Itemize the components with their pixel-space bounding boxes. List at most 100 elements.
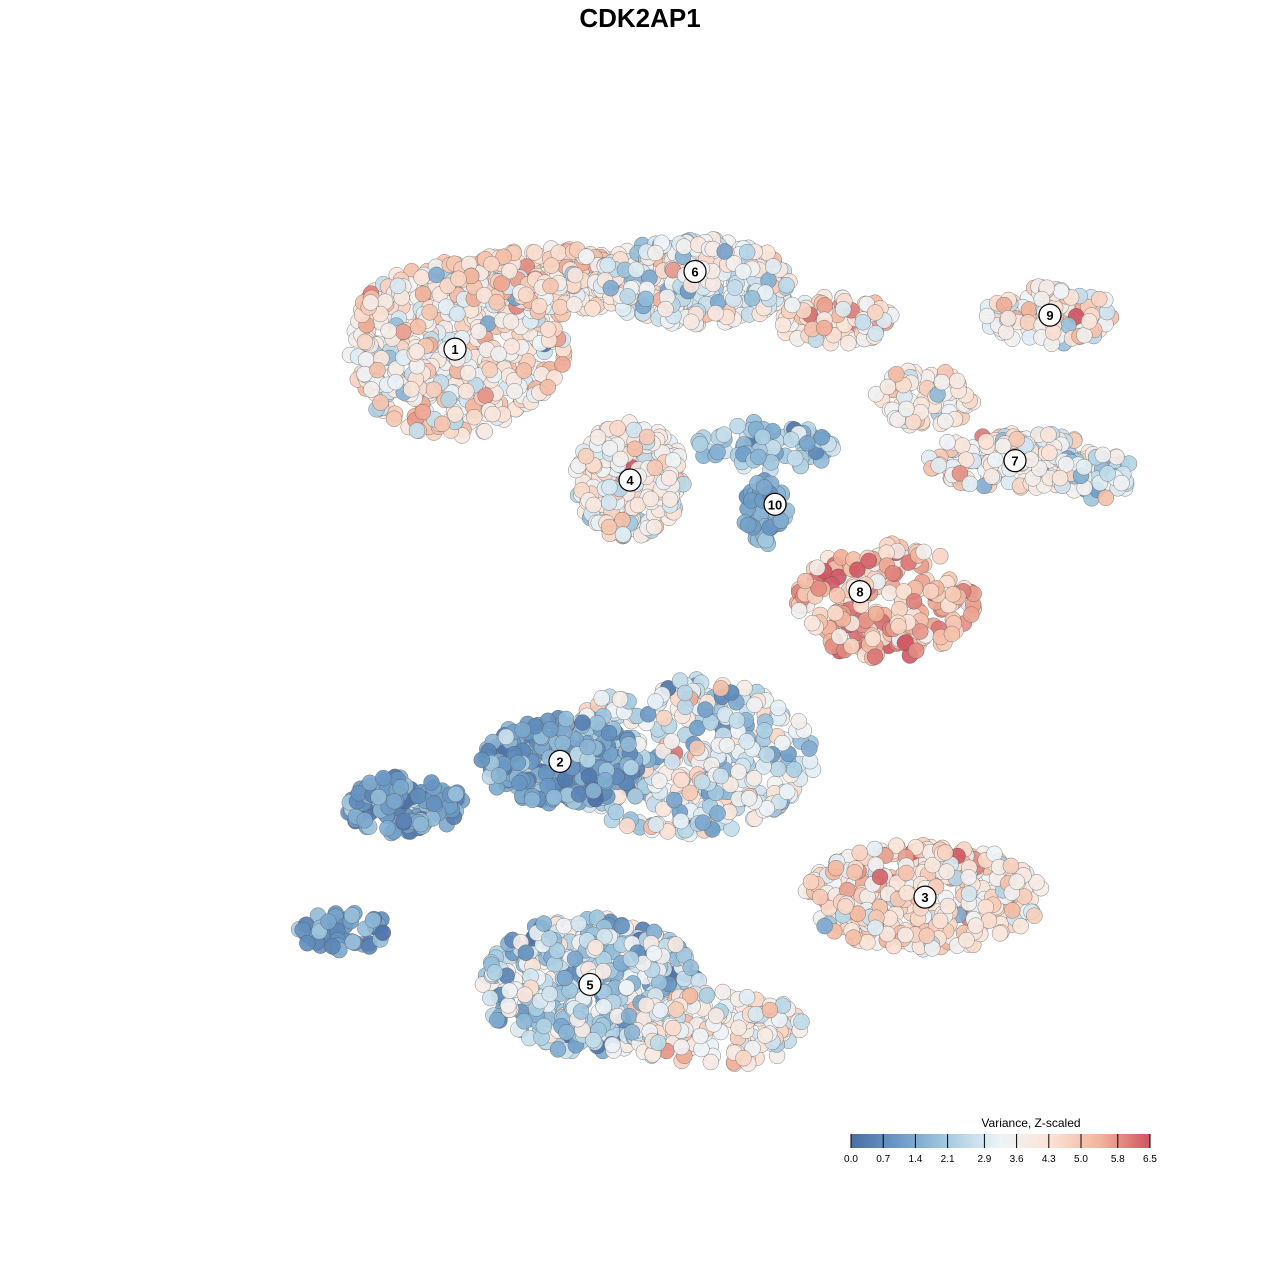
cell-point (991, 925, 1009, 942)
colorbar-tick-label: 5.8 (1111, 1154, 1125, 1165)
cell-point (693, 773, 711, 791)
cell-point (549, 1041, 567, 1058)
cell-point (574, 714, 591, 731)
cell-point (651, 772, 668, 790)
cell-point (939, 897, 957, 915)
cell-point (1019, 314, 1037, 331)
cell-point (570, 915, 588, 932)
cell-point (622, 759, 640, 776)
cell-point (936, 844, 954, 861)
cell-point (539, 379, 557, 396)
cell-point (756, 479, 773, 496)
cell-point (514, 721, 531, 739)
cell-point (369, 361, 386, 379)
cell-point (577, 447, 595, 465)
cell-point (948, 372, 966, 390)
cell-point (587, 939, 604, 956)
cell-point (691, 435, 709, 453)
cell-point (542, 277, 559, 295)
cell-point (614, 526, 632, 543)
cell-point (801, 740, 818, 757)
cell-point (546, 955, 563, 973)
cell-point (905, 593, 923, 610)
cell-point (387, 373, 404, 391)
cell-point (1040, 426, 1057, 443)
points-layer (290, 231, 1138, 1072)
cell-point (1094, 446, 1112, 464)
cell-point (782, 431, 800, 448)
cell-point (412, 815, 429, 833)
cell-point (566, 266, 584, 284)
cell-point (473, 751, 491, 769)
cell-point (1012, 917, 1029, 935)
colorbar-tick-label: 5.0 (1074, 1154, 1088, 1165)
cell-point (827, 604, 844, 622)
colorbar-tick-label: 6.5 (1143, 1154, 1157, 1165)
cell-point (1026, 907, 1043, 924)
cell-point (458, 382, 475, 400)
cell-point (664, 452, 682, 469)
cell-point (545, 789, 563, 806)
cell-point (484, 405, 501, 423)
cell-point (509, 754, 527, 772)
cell-point (802, 873, 820, 891)
cell-point (740, 790, 758, 807)
cell-point (944, 586, 962, 603)
cell-point (702, 1053, 720, 1071)
cell-point (867, 325, 884, 342)
cell-point (584, 300, 601, 317)
cell-point (502, 313, 520, 330)
cell-point (515, 362, 533, 379)
cell-point (1076, 326, 1093, 344)
cell-point (409, 787, 427, 805)
cell-point (958, 931, 975, 949)
cell-point (434, 415, 451, 433)
cell-point (867, 605, 885, 623)
cell-point (816, 297, 833, 314)
cell-point (937, 412, 954, 430)
cluster-label-text: 1 (451, 342, 458, 357)
cell-point (764, 258, 782, 275)
cell-point (620, 1007, 638, 1025)
cell-point (447, 785, 464, 803)
cell-point (790, 602, 808, 619)
cell-point (718, 737, 736, 754)
cell-point (745, 770, 763, 787)
cell-point (827, 859, 845, 877)
cell-point (663, 753, 681, 770)
cell-point (999, 310, 1017, 327)
cell-point (828, 586, 846, 604)
cell-point (613, 917, 630, 935)
cell-point (343, 907, 361, 924)
cell-point (815, 319, 833, 337)
cell-point (413, 269, 430, 286)
cell-point (566, 296, 583, 313)
cell-point (488, 294, 505, 311)
cell-point (517, 286, 535, 304)
cluster-label-text: 10 (768, 497, 782, 512)
colorbar (851, 1134, 1150, 1148)
cell-point (645, 518, 663, 536)
cell-point (932, 547, 949, 565)
cell-point (543, 257, 560, 274)
cell-point (756, 722, 773, 739)
cell-point (589, 429, 607, 446)
cell-point (712, 680, 730, 697)
cell-point (375, 769, 392, 787)
cell-point (385, 793, 403, 810)
cell-point (963, 606, 980, 623)
cell-point (933, 373, 951, 391)
cell-point (840, 334, 857, 352)
cell-point (854, 313, 872, 331)
cell-point (657, 300, 674, 318)
cell-point (601, 478, 618, 496)
cell-point (495, 248, 512, 265)
cell-point (1002, 857, 1020, 875)
cell-point (620, 736, 637, 753)
cell-point (600, 494, 618, 511)
cell-point (661, 491, 679, 508)
cell-point (320, 913, 337, 930)
cell-point (593, 689, 610, 707)
cell-point (570, 786, 588, 803)
